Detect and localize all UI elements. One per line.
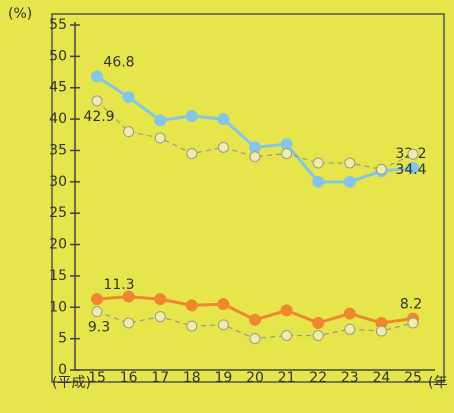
data-label: 34.4	[395, 162, 426, 178]
point	[187, 321, 197, 331]
point	[344, 308, 356, 320]
y-tick-label: 10	[49, 299, 67, 315]
point	[313, 158, 323, 168]
data-label: 46.8	[103, 54, 134, 70]
point	[123, 291, 135, 303]
chart: (%) (平成) (年 0510152025303540455055151617…	[0, 0, 454, 413]
point	[124, 127, 134, 137]
y-tick-label: 35	[49, 142, 67, 158]
point	[217, 298, 229, 310]
x-tick-label: 16	[120, 370, 138, 386]
point	[376, 326, 386, 336]
y-tick-label: 50	[49, 48, 67, 64]
data-label: 42.9	[83, 109, 114, 125]
point	[376, 164, 386, 174]
point	[345, 158, 355, 168]
y-tick-label: 20	[49, 237, 67, 253]
point	[345, 324, 355, 334]
y-tick-label: 0	[58, 362, 67, 378]
point	[344, 176, 356, 188]
point	[218, 320, 228, 330]
x-tick-label: 19	[214, 370, 232, 386]
point	[250, 152, 260, 162]
point	[187, 149, 197, 159]
point	[281, 304, 293, 316]
data-label: 9.3	[88, 320, 110, 336]
point	[282, 149, 292, 159]
point	[250, 334, 260, 344]
point	[123, 91, 135, 103]
point	[282, 331, 292, 341]
point	[313, 331, 323, 341]
y-tick-label: 45	[49, 80, 67, 96]
y-tick-label: 40	[49, 111, 67, 127]
point	[408, 149, 418, 159]
y-tick-label: 55	[49, 17, 67, 33]
x-tick-label: 22	[309, 370, 327, 386]
point	[155, 312, 165, 322]
point	[154, 293, 166, 305]
x-tick-label: 15	[88, 370, 106, 386]
x-axis-unit: (年	[428, 375, 447, 391]
point	[312, 317, 324, 329]
point	[218, 142, 228, 152]
point	[155, 133, 165, 143]
point	[217, 113, 229, 125]
point	[408, 318, 418, 328]
x-tick-label: 23	[341, 370, 359, 386]
point	[124, 318, 134, 328]
data-label: 11.3	[103, 277, 134, 293]
point	[186, 299, 198, 311]
y-tick-label: 5	[58, 331, 67, 347]
point	[91, 70, 103, 82]
point	[92, 307, 102, 317]
y-tick-label: 30	[49, 174, 67, 190]
x-tick-label: 18	[183, 370, 201, 386]
y-tick-label: 15	[49, 268, 67, 284]
x-tick-label: 21	[278, 370, 296, 386]
x-tick-label: 20	[246, 370, 264, 386]
x-tick-label: 24	[372, 370, 390, 386]
point	[154, 114, 166, 126]
point	[312, 176, 324, 188]
y-axis-label: (%)	[8, 6, 32, 22]
data-label: 8.2	[400, 297, 422, 313]
point	[249, 314, 261, 326]
point	[186, 110, 198, 122]
point	[92, 96, 102, 106]
x-tick-label: 25	[404, 370, 422, 386]
x-tick-label: 17	[151, 370, 169, 386]
y-tick-label: 25	[49, 205, 67, 221]
point	[91, 293, 103, 305]
